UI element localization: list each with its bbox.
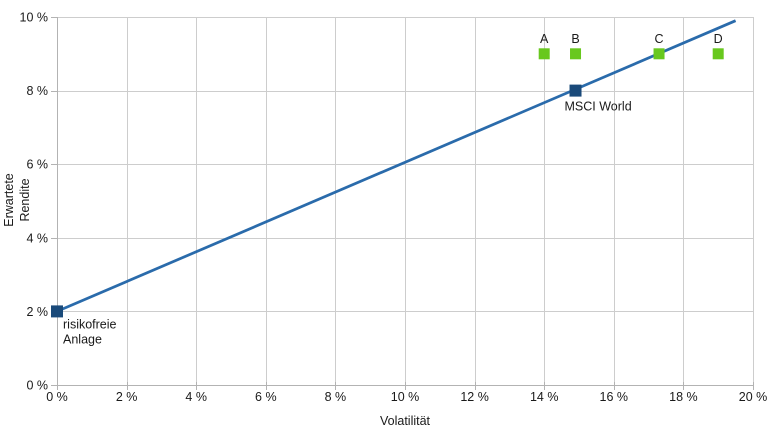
y-tick-label: 6 % [26,158,48,172]
marker-D [712,48,724,60]
marker-B [570,48,582,60]
point-label-risikofreie-anlage-line2: Anlage [63,332,102,346]
x-tick-label: 12 % [460,390,489,404]
x-tick-label: 4 % [185,390,207,404]
y-tick-label: 2 % [26,305,48,319]
point-label-msci-world: MSCI World [565,100,632,114]
x-tick-label: 18 % [669,390,698,404]
point-label-B: B [571,32,579,46]
marker-C [653,48,665,60]
y-tick-label: 4 % [26,231,48,245]
x-tick-label: 20 % [739,390,768,404]
x-tick-label: 10 % [391,390,420,404]
marker-risikofreie-anlage [51,305,63,318]
marker-A [538,48,550,60]
y-axis-title: Erwartete Rendite [2,173,32,227]
y-tick-label: 10 % [20,11,49,25]
x-tick-label: 0 % [46,390,68,404]
point-label-A: A [540,32,549,46]
x-tick-label: 2 % [116,390,138,404]
y-tick-label: 8 % [26,84,48,98]
x-tick-label: 8 % [325,390,347,404]
marker-msci-world [569,84,582,97]
y-tick-label: 0 % [26,379,48,393]
x-tick-label: 16 % [600,390,629,404]
x-tick-label: 14 % [530,390,559,404]
x-tick-label: 6 % [255,390,277,404]
point-label-C: C [655,32,664,46]
point-label-D: D [714,32,723,46]
point-label-risikofreie-anlage-line1: risikofreie [63,317,117,331]
series-line [56,19,737,313]
x-axis-title: Volatilität [379,414,431,428]
